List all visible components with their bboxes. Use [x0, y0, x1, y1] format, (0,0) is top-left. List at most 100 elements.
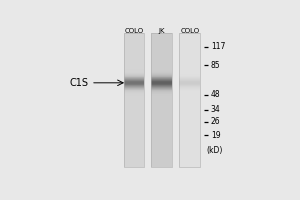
- Bar: [124, 105, 145, 106]
- Bar: [124, 136, 145, 137]
- Bar: [124, 58, 145, 59]
- Bar: [179, 143, 200, 144]
- Bar: [124, 165, 145, 166]
- Bar: [152, 149, 172, 150]
- Bar: [152, 80, 172, 81]
- Bar: [124, 126, 145, 127]
- Bar: [179, 138, 200, 139]
- Bar: [179, 52, 200, 53]
- Bar: [152, 72, 172, 73]
- Bar: [179, 129, 200, 130]
- Bar: [152, 166, 172, 167]
- Bar: [152, 158, 172, 159]
- Bar: [124, 33, 145, 34]
- Bar: [152, 119, 172, 120]
- Bar: [152, 151, 172, 152]
- Bar: [152, 53, 172, 54]
- Bar: [124, 51, 145, 52]
- Bar: [179, 107, 200, 108]
- Bar: [179, 164, 200, 165]
- Bar: [152, 156, 172, 157]
- Bar: [152, 86, 172, 87]
- Bar: [152, 146, 172, 147]
- Bar: [152, 57, 172, 58]
- Bar: [179, 40, 200, 41]
- Bar: [124, 98, 145, 99]
- Text: 26: 26: [211, 117, 220, 126]
- Bar: [152, 143, 172, 144]
- Bar: [179, 62, 200, 63]
- Bar: [179, 146, 200, 147]
- Bar: [179, 51, 200, 52]
- Text: 117: 117: [211, 42, 225, 51]
- Bar: [179, 89, 200, 90]
- Bar: [124, 72, 145, 73]
- Bar: [152, 155, 172, 156]
- Text: C1S: C1S: [70, 78, 89, 88]
- Bar: [124, 88, 145, 89]
- Bar: [124, 80, 145, 81]
- Bar: [179, 102, 200, 103]
- Bar: [179, 144, 200, 145]
- Bar: [179, 118, 200, 119]
- Bar: [124, 117, 145, 118]
- Bar: [152, 147, 172, 148]
- Bar: [124, 69, 145, 70]
- Bar: [124, 116, 145, 117]
- Bar: [124, 114, 145, 115]
- Bar: [152, 64, 172, 65]
- Bar: [124, 42, 145, 43]
- Bar: [152, 129, 172, 130]
- Bar: [179, 36, 200, 37]
- Bar: [152, 115, 172, 116]
- Bar: [124, 99, 145, 100]
- Bar: [152, 73, 172, 74]
- Bar: [179, 77, 200, 78]
- Bar: [124, 133, 145, 134]
- Bar: [179, 38, 200, 39]
- Bar: [179, 120, 200, 121]
- Bar: [179, 48, 200, 49]
- Bar: [179, 158, 200, 159]
- Bar: [179, 55, 200, 56]
- Bar: [124, 54, 145, 55]
- Bar: [124, 39, 145, 40]
- Bar: [124, 91, 145, 92]
- Bar: [124, 96, 145, 97]
- Bar: [179, 119, 200, 120]
- Bar: [179, 80, 200, 81]
- Bar: [179, 110, 200, 111]
- Bar: [124, 161, 145, 162]
- Bar: [152, 84, 172, 85]
- Bar: [152, 92, 172, 93]
- Bar: [179, 165, 200, 166]
- Bar: [124, 153, 145, 154]
- Bar: [152, 103, 172, 104]
- Bar: [179, 150, 200, 151]
- Bar: [179, 81, 200, 82]
- Bar: [179, 70, 200, 71]
- Bar: [152, 94, 172, 95]
- Bar: [179, 97, 200, 98]
- Text: JK: JK: [159, 28, 165, 34]
- Bar: [124, 145, 145, 146]
- Bar: [124, 122, 145, 123]
- Bar: [179, 66, 200, 67]
- Bar: [152, 154, 172, 155]
- Bar: [124, 146, 145, 147]
- Bar: [152, 95, 172, 96]
- Bar: [152, 138, 172, 139]
- Bar: [152, 140, 172, 141]
- Bar: [124, 73, 145, 74]
- Bar: [179, 78, 200, 79]
- Bar: [179, 115, 200, 116]
- Bar: [179, 88, 200, 89]
- Bar: [152, 121, 172, 122]
- Bar: [152, 145, 172, 146]
- Bar: [152, 131, 172, 132]
- Bar: [124, 141, 145, 142]
- Bar: [124, 65, 145, 66]
- Bar: [152, 70, 172, 71]
- Bar: [124, 55, 145, 56]
- Bar: [179, 39, 200, 40]
